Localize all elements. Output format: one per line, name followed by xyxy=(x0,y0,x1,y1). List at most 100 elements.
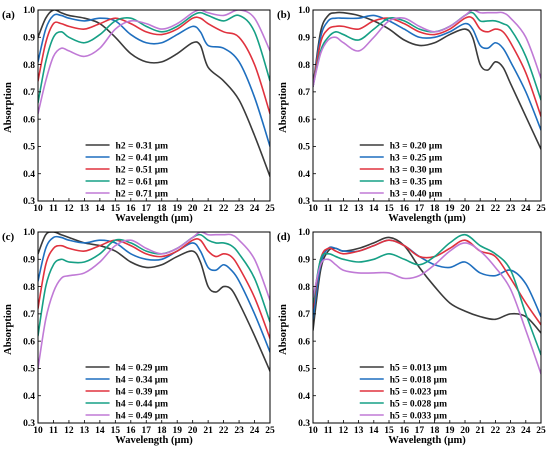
panel-label: (b) xyxy=(277,9,291,21)
y-tick-label: 0.6 xyxy=(298,115,310,125)
x-tick-label: 10 xyxy=(308,204,318,214)
y-tick-label: 0.7 xyxy=(298,88,310,98)
x-tick-label: 14 xyxy=(95,204,105,214)
x-tick-label: 16 xyxy=(126,204,136,214)
x-tick-label: 22 xyxy=(219,426,229,436)
x-tick-label: 20 xyxy=(188,426,198,436)
plot-frame xyxy=(37,9,271,202)
panel-label: (d) xyxy=(277,231,291,243)
x-tick-label: 20 xyxy=(460,426,470,436)
plot-frame xyxy=(312,9,542,202)
series-group xyxy=(313,233,541,375)
x-tick-label: 16 xyxy=(126,426,136,436)
x-tick-label: 20 xyxy=(188,204,198,214)
x-tick-label: 23 xyxy=(506,426,516,436)
y-tick-label: 0.5 xyxy=(298,143,310,153)
x-tick-label: 13 xyxy=(354,426,364,436)
series-line-3 xyxy=(38,238,270,340)
x-tick-label: 14 xyxy=(95,426,105,436)
y-tick-label: 0.9 xyxy=(298,255,310,265)
legend-label: h4 = 0.34 μm xyxy=(116,375,169,385)
y-tick-label: 0.5 xyxy=(298,365,310,375)
y-tick-label: 0.8 xyxy=(298,61,310,71)
series-line-1 xyxy=(38,232,270,372)
plot-frame xyxy=(37,231,271,424)
y-axis-title: Absorption xyxy=(278,82,289,133)
y-axis-title: Absorption xyxy=(278,304,289,355)
legend-label: h2 = 0.61 μm xyxy=(116,177,169,187)
x-tick-label: 12 xyxy=(64,426,74,436)
legend-label: h5 = 0.028 μm xyxy=(390,399,447,409)
legend: h4 = 0.29 μm h4 = 0.34 μm h4 = 0.39 μm h4 =… xyxy=(85,363,169,421)
y-tick-label: 0.6 xyxy=(23,337,35,347)
series-line-4 xyxy=(313,11,541,101)
legend-label: h2 = 0.71 μm xyxy=(116,189,169,199)
series-group xyxy=(38,10,270,178)
series-line-3 xyxy=(313,16,541,118)
y-tick-label: 0.4 xyxy=(298,170,310,180)
x-tick-label: 23 xyxy=(506,204,516,214)
y-tick-label: 0.3 xyxy=(23,197,35,207)
y-tick-label: 1.0 xyxy=(298,6,310,16)
panel-label: (c) xyxy=(2,231,15,243)
legend-label: h3 = 0.40 μm xyxy=(390,189,443,199)
y-tick-label: 0.6 xyxy=(23,115,35,125)
series-group xyxy=(313,10,541,150)
x-tick-label: 25 xyxy=(536,204,546,214)
x-tick-label: 22 xyxy=(491,204,501,214)
legend-label: h5 = 0.013 μm xyxy=(390,363,447,373)
legend-label: h2 = 0.41 μm xyxy=(116,153,169,163)
y-tick-label: 0.5 xyxy=(23,143,35,153)
panel-label: (a) xyxy=(2,9,15,21)
x-tick-label: 24 xyxy=(250,204,260,214)
legend-label: h4 = 0.39 μm xyxy=(116,387,169,397)
y-tick-label: 0.7 xyxy=(23,88,35,98)
x-tick-label: 13 xyxy=(80,426,90,436)
legend-label: h5 = 0.023 μm xyxy=(390,387,447,397)
legend-label: h5 = 0.033 μm xyxy=(390,411,447,421)
x-tick-label: 16 xyxy=(399,426,409,436)
legend-label: h4 = 0.49 μm xyxy=(116,411,169,421)
x-axis-title: Wavelength (μm) xyxy=(388,213,466,224)
series-line-2 xyxy=(38,235,270,353)
x-tick-label: 12 xyxy=(339,426,349,436)
series-group xyxy=(38,232,270,372)
y-tick-label: 0.7 xyxy=(23,310,35,320)
y-tick-label: 1.0 xyxy=(298,228,310,238)
legend-label: h2 = 0.51 μm xyxy=(116,165,169,175)
x-tick-label: 17 xyxy=(415,204,425,214)
x-tick-label: 19 xyxy=(445,426,455,436)
x-tick-label: 10 xyxy=(308,426,318,436)
legend-label: h4 = 0.29 μm xyxy=(116,363,169,373)
x-tick-label: 14 xyxy=(369,426,379,436)
x-axis-title: Wavelength (μm) xyxy=(388,435,466,446)
y-tick-label: 0.7 xyxy=(298,310,310,320)
legend-label: h3 = 0.20 μm xyxy=(390,141,443,151)
x-tick-label: 24 xyxy=(250,426,260,436)
series-line-2 xyxy=(313,239,541,321)
x-tick-label: 17 xyxy=(415,426,425,436)
legend-label: h4 = 0.44 μm xyxy=(116,399,169,409)
x-tick-label: 15 xyxy=(384,426,394,436)
x-tick-label: 15 xyxy=(111,204,121,214)
legend-label: h3 = 0.30 μm xyxy=(390,165,443,175)
x-axis-title: Wavelength (μm) xyxy=(115,213,193,224)
y-tick-label: 0.6 xyxy=(298,337,310,347)
series-line-2 xyxy=(313,14,541,131)
x-tick-label: 14 xyxy=(369,204,379,214)
x-tick-label: 18 xyxy=(430,204,440,214)
x-tick-label: 11 xyxy=(324,426,333,436)
x-tick-label: 12 xyxy=(339,204,349,214)
y-axis-title: Absorption xyxy=(3,82,14,133)
legend-label: h5 = 0.018 μm xyxy=(390,375,447,385)
series-line-3 xyxy=(38,16,270,115)
series-line-5 xyxy=(313,10,541,88)
x-tick-label: 21 xyxy=(475,426,485,436)
series-line-1 xyxy=(313,11,541,150)
chart-panel-1: 10 11 12 13 14 15 16 17 18 19 20 21 22 23 24 25 0.3 0.4 0.… xyxy=(2,6,275,224)
x-tick-label: 23 xyxy=(234,204,244,214)
x-tick-label: 22 xyxy=(491,426,501,436)
x-tick-label: 15 xyxy=(384,204,394,214)
x-tick-label: 19 xyxy=(172,204,182,214)
